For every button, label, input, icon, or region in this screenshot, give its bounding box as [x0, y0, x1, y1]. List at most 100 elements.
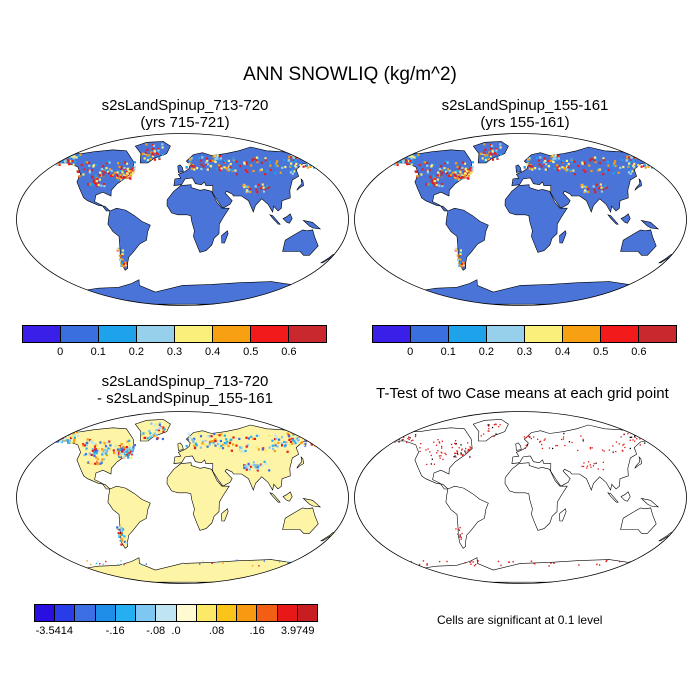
- grid-cell: [408, 436, 410, 438]
- grid-cell: [205, 162, 208, 165]
- grid-cell: [637, 164, 640, 167]
- grid-cell: [459, 526, 461, 529]
- grid-cell: [304, 439, 307, 442]
- grid-cell: [629, 172, 632, 175]
- grid-cell: [587, 461, 590, 463]
- grid-cell: [496, 157, 499, 160]
- grid-cell: [627, 433, 629, 435]
- grid-cell: [244, 464, 247, 467]
- grid-cell: [591, 447, 593, 449]
- grid-cell: [157, 149, 160, 152]
- grid-cell: [276, 164, 279, 168]
- grid-cell: [116, 178, 119, 181]
- grid-cell: [262, 186, 265, 189]
- grid-cell: [459, 534, 461, 536]
- grid-cell: [457, 257, 460, 260]
- panel-title-case2-line2: (yrs 155-161): [480, 114, 570, 131]
- grid-cell: [66, 439, 69, 442]
- grid-cell: [123, 535, 126, 538]
- grid-cell: [404, 431, 407, 434]
- grid-cell: [245, 445, 248, 448]
- grid-cell: [157, 148, 160, 151]
- grid-cell: [274, 172, 277, 175]
- grid-cell: [540, 165, 543, 168]
- grid-cell: [72, 432, 75, 435]
- grid-cell: [122, 265, 125, 268]
- grid-cell: [458, 169, 461, 172]
- grid-cell: [461, 448, 463, 450]
- grid-cell: [482, 151, 485, 154]
- grid-cell: [467, 167, 470, 170]
- grid-cell: [422, 161, 425, 164]
- land-japan: [634, 456, 642, 469]
- grid-cell: [567, 162, 570, 166]
- grid-cell: [433, 441, 435, 443]
- grid-cell: [300, 442, 303, 445]
- colorbar-tick-label: -.08: [146, 625, 166, 637]
- grid-cell: [101, 451, 104, 454]
- grid-cell: [594, 191, 597, 194]
- grid-cell: [260, 161, 264, 164]
- grid-cell: [493, 435, 495, 438]
- grid-cell: [108, 440, 111, 443]
- grid-cell: [593, 159, 596, 162]
- grid-cell: [251, 565, 254, 567]
- grid-cell: [299, 433, 302, 436]
- grid-cell: [103, 185, 106, 188]
- grid-cell: [93, 179, 96, 182]
- grid-cell: [88, 161, 91, 164]
- land-samerica: [107, 485, 151, 549]
- grid-cell: [120, 167, 123, 170]
- grid-cell: [495, 148, 498, 151]
- grid-cell: [469, 446, 471, 448]
- grid-cell: [582, 169, 585, 172]
- grid-cell: [427, 448, 429, 450]
- grid-cell: [92, 164, 96, 167]
- grid-cell: [600, 186, 603, 189]
- grid-cell: [158, 423, 161, 427]
- grid-cell: [402, 438, 404, 441]
- grid-cell: [487, 157, 490, 161]
- grid-cell: [651, 435, 653, 437]
- colorbar-tick-label: 0.6: [281, 346, 297, 358]
- grid-cell: [482, 433, 485, 435]
- grid-cell: [398, 441, 400, 443]
- grid-cell: [446, 560, 448, 563]
- grid-cell: [409, 160, 412, 163]
- grid-cell: [160, 427, 163, 430]
- grid-cell: [125, 541, 128, 544]
- grid-cell: [122, 251, 125, 254]
- grid-cell: [125, 170, 128, 174]
- grid-cell: [224, 159, 227, 163]
- panel-title-case1: s2sLandSpinup_713-720 (yrs 715-721): [20, 97, 350, 131]
- grid-cell: [612, 172, 615, 175]
- grid-cell: [586, 467, 588, 469]
- significance-note: Cells are significant at 0.1 level: [437, 613, 603, 627]
- grid-cell: [444, 160, 447, 163]
- grid-cell: [410, 163, 413, 166]
- grid-cell: [647, 435, 649, 438]
- grid-cell: [553, 155, 556, 158]
- grid-cell: [101, 453, 104, 456]
- colorbar-swatch: [277, 605, 298, 621]
- grid-cell: [583, 162, 586, 165]
- map-case2: [354, 133, 687, 306]
- grid-cell: [406, 163, 409, 166]
- grid-cell: [78, 430, 81, 433]
- grid-cell: [291, 169, 294, 172]
- grid-cell: [242, 184, 245, 187]
- grid-cell: [62, 152, 65, 155]
- grid-cell: [454, 455, 456, 457]
- colorbar-tick-label: .0: [171, 625, 181, 637]
- grid-cell: [614, 164, 617, 168]
- grid-cell: [470, 447, 472, 449]
- grid-cell: [529, 165, 532, 168]
- grid-cell: [124, 452, 127, 456]
- grid-cell: [244, 449, 247, 452]
- grid-cell: [464, 451, 467, 454]
- grid-cell: [643, 164, 647, 167]
- grid-cell: [534, 167, 537, 170]
- grid-cell: [121, 264, 124, 267]
- grid-cell: [458, 447, 460, 449]
- grid-cell: [401, 434, 403, 436]
